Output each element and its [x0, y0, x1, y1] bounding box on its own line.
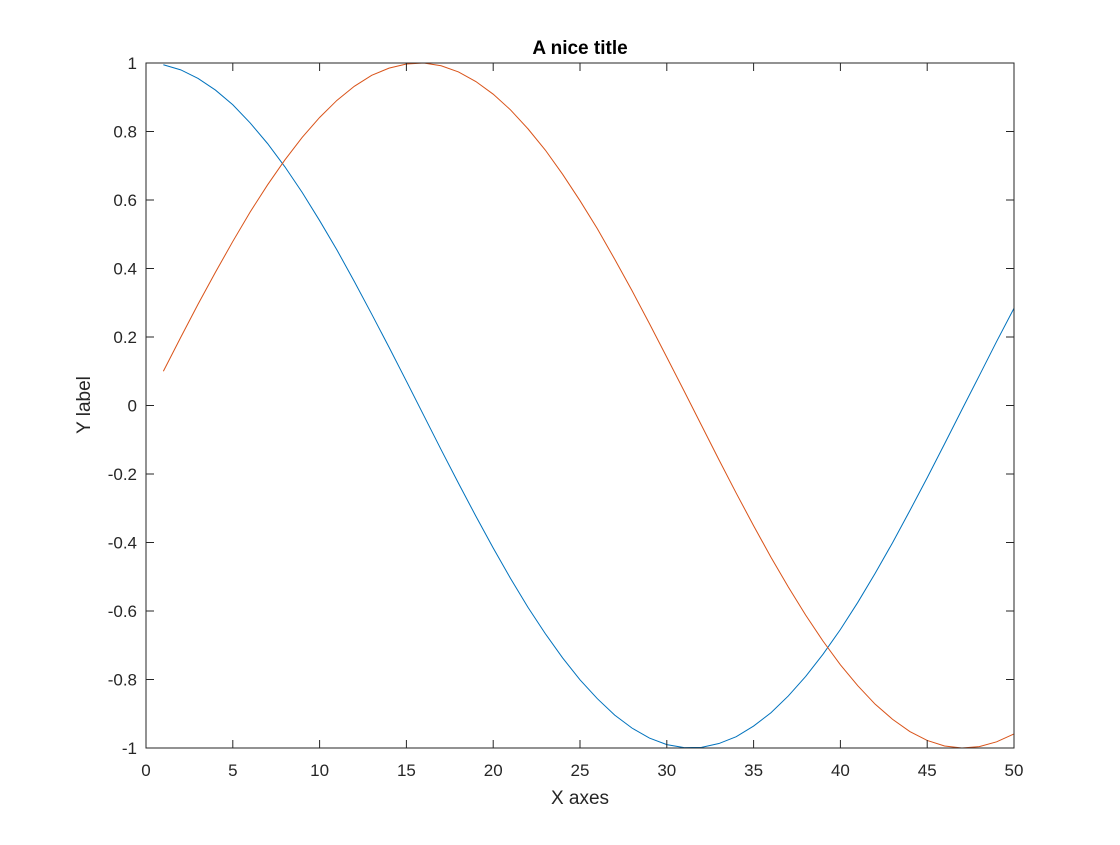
- axes-box: [145, 62, 1015, 749]
- y-tick-label: 0.2: [113, 328, 137, 347]
- y-tick-label: -0.2: [108, 465, 137, 484]
- series-line-1: [163, 64, 1015, 749]
- x-tick-label: 5: [228, 761, 237, 780]
- y-tick-label: 0: [128, 397, 137, 416]
- y-axis-label: Y label: [74, 376, 95, 434]
- y-tick-label: -0.6: [108, 602, 137, 621]
- x-tick-label: 40: [831, 761, 850, 780]
- x-tick-label: 30: [657, 761, 676, 780]
- x-tick-label: 45: [918, 761, 937, 780]
- chart-title: A nice title: [532, 38, 627, 59]
- series-line-2: [162, 62, 1015, 749]
- plot-area: [146, 63, 1014, 748]
- y-tick-label: 1: [128, 54, 137, 73]
- y-tick-label: -0.4: [108, 534, 137, 553]
- x-tick-label: 15: [397, 761, 416, 780]
- x-tick-label: 10: [310, 761, 329, 780]
- y-tick-label: 0.6: [113, 191, 137, 210]
- x-tick-label: 0: [141, 761, 150, 780]
- y-tick-label: 0.8: [113, 123, 137, 142]
- x-tick-label: 35: [744, 761, 763, 780]
- x-tick-label: 25: [571, 761, 590, 780]
- y-tick-label: -0.8: [108, 671, 137, 690]
- x-axis-label: X axes: [551, 788, 609, 809]
- y-tick-label: -1: [122, 739, 137, 758]
- series-layer: [162, 62, 1015, 749]
- y-tick-label: 0.4: [113, 260, 137, 279]
- tick-layer: 0 5 10 15 20 25 30 35 40 45 50 -1 -0.8 -0.6 -0.4 -0.2 0 0…: [108, 54, 1024, 780]
- x-tick-label: 20: [484, 761, 503, 780]
- x-tick-label: 50: [1005, 761, 1024, 780]
